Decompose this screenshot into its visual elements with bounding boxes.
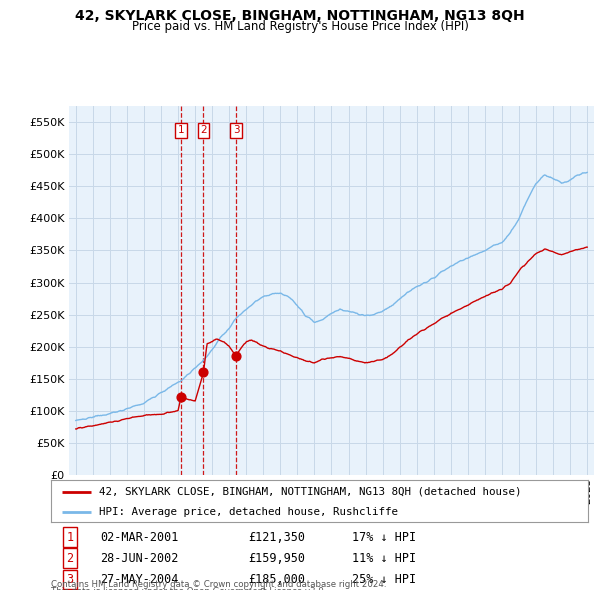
Text: Contains HM Land Registry data © Crown copyright and database right 2024.: Contains HM Land Registry data © Crown c…: [51, 581, 386, 589]
Text: 42, SKYLARK CLOSE, BINGHAM, NOTTINGHAM, NG13 8QH: 42, SKYLARK CLOSE, BINGHAM, NOTTINGHAM, …: [75, 9, 525, 23]
Point: [231, 352, 241, 361]
Text: £121,350: £121,350: [248, 531, 305, 544]
Text: 02-MAR-2001: 02-MAR-2001: [100, 531, 179, 544]
Text: HPI: Average price, detached house, Rushcliffe: HPI: Average price, detached house, Rush…: [100, 507, 398, 516]
Text: 1: 1: [66, 531, 73, 544]
Text: 28-JUN-2002: 28-JUN-2002: [100, 552, 179, 565]
Text: Price paid vs. HM Land Registry's House Price Index (HPI): Price paid vs. HM Land Registry's House …: [131, 20, 469, 33]
Text: 3: 3: [233, 125, 239, 135]
Text: 25% ↓ HPI: 25% ↓ HPI: [352, 573, 416, 586]
Point: [176, 392, 186, 402]
Point: [199, 368, 208, 377]
Text: 27-MAY-2004: 27-MAY-2004: [100, 573, 179, 586]
Text: 1: 1: [178, 125, 184, 135]
Text: £185,000: £185,000: [248, 573, 305, 586]
Text: 11% ↓ HPI: 11% ↓ HPI: [352, 552, 416, 565]
Text: 2: 2: [200, 125, 207, 135]
Text: 2: 2: [66, 552, 73, 565]
Text: 17% ↓ HPI: 17% ↓ HPI: [352, 531, 416, 544]
Text: 42, SKYLARK CLOSE, BINGHAM, NOTTINGHAM, NG13 8QH (detached house): 42, SKYLARK CLOSE, BINGHAM, NOTTINGHAM, …: [100, 487, 522, 497]
Text: £159,950: £159,950: [248, 552, 305, 565]
Text: 3: 3: [66, 573, 73, 586]
Text: This data is licensed under the Open Government Licence v3.0.: This data is licensed under the Open Gov…: [51, 588, 326, 590]
